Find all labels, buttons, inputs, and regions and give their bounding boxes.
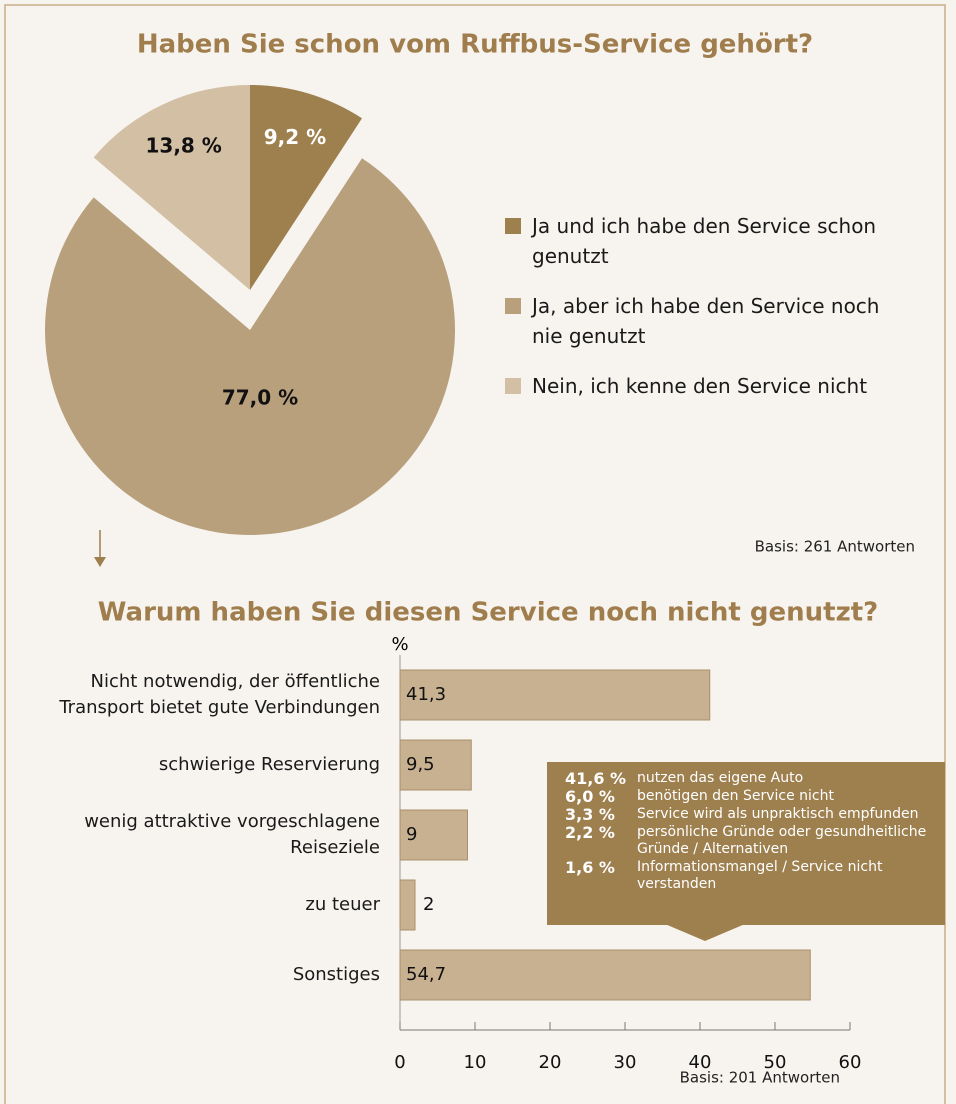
legend-label: Ja und ich habe den Service schon genutz…	[532, 214, 877, 268]
slice-label: 9,2 %	[264, 125, 326, 149]
annotation-row: 3,3 % Service wird als unpraktisch empfun…	[565, 806, 935, 823]
callout-pointer	[665, 924, 745, 941]
unit-label: %	[391, 634, 408, 655]
arrow-head	[94, 557, 106, 567]
slice-label: 77,0 %	[222, 385, 298, 409]
bar	[399, 669, 711, 721]
value-label: 54,7	[406, 964, 446, 985]
annotation-value: 6,0 %	[565, 787, 615, 806]
callout: 41,6 % nutzen das eigene Auto 6,0 % benötig…	[547, 762, 945, 925]
annotation-value: 3,3 %	[565, 805, 615, 824]
bar-title: Warum haben Sie diesen Service noch nich…	[98, 598, 878, 628]
annotation-row: 1,6 % Informationsmangel / Service nicht …	[565, 859, 935, 893]
category-label: Sonstiges	[292, 964, 380, 985]
x-tick-label: 40	[689, 1052, 712, 1073]
legend-swatch	[505, 298, 521, 314]
annotation-row: 41,6 % nutzen das eigene Auto	[565, 770, 935, 787]
bar	[399, 879, 416, 931]
category-label: Nicht notwendig, der öffentliche Transpo…	[59, 671, 380, 718]
legend-label: Ja, aber ich habe den Service noch nie g…	[532, 294, 880, 348]
slice-label: 13,8 %	[146, 133, 222, 157]
annotation-value: 2,2 %	[565, 823, 615, 842]
pie-slice	[44, 158, 455, 536]
category-label: wenig attraktive vorgeschlagene Reisezie…	[84, 811, 380, 858]
x-tick-label: 60	[839, 1052, 862, 1073]
legend-swatch	[505, 218, 521, 234]
x-tick-label: 10	[464, 1052, 487, 1073]
annotation-value: 41,6 %	[565, 769, 627, 788]
value-label: 2	[423, 894, 434, 915]
annotation-row: 2,2 % persönliche Gründe oder gesundheitl…	[565, 824, 935, 858]
bar	[399, 739, 472, 791]
x-tick-label: 50	[764, 1052, 787, 1073]
x-tick-label: 0	[394, 1052, 405, 1073]
category-label: zu teuer	[305, 894, 380, 915]
value-label: 9	[406, 824, 417, 845]
annotation-text: Informationsmangel / Service nicht verst…	[637, 859, 883, 892]
bar	[399, 949, 811, 1001]
value-label: 41,3	[406, 684, 446, 705]
annotation-row: 6,0 % benötigen den Service nicht	[565, 788, 935, 805]
annotation-value: 1,6 %	[565, 858, 615, 877]
note: Basis: 261 Antworten	[755, 538, 915, 556]
bar	[399, 809, 468, 861]
x-tick-label: 30	[614, 1052, 637, 1073]
pie-slice	[93, 85, 251, 290]
annotation-text: persönliche Gründe oder gesundheitliche …	[637, 824, 927, 857]
frame	[4, 4, 946, 1104]
legend-swatch	[505, 378, 521, 394]
value-label: 9,5	[406, 754, 435, 775]
annotation-text: Service wird als unpraktisch empfunden	[637, 806, 919, 822]
note: Basis: 201 Antworten	[680, 1069, 840, 1087]
pie-slice	[250, 85, 363, 290]
x-tick-label: 20	[539, 1052, 562, 1073]
annotation-text: nutzen das eigene Auto	[637, 770, 804, 786]
annotation-text: benötigen den Service nicht	[637, 788, 834, 804]
pie-title: Haben Sie schon vom Ruffbus-Service gehö…	[137, 30, 813, 60]
legend-label: Nein, ich kenne den Service nicht	[532, 374, 868, 398]
category-label: schwierige Reservierung	[158, 754, 380, 775]
